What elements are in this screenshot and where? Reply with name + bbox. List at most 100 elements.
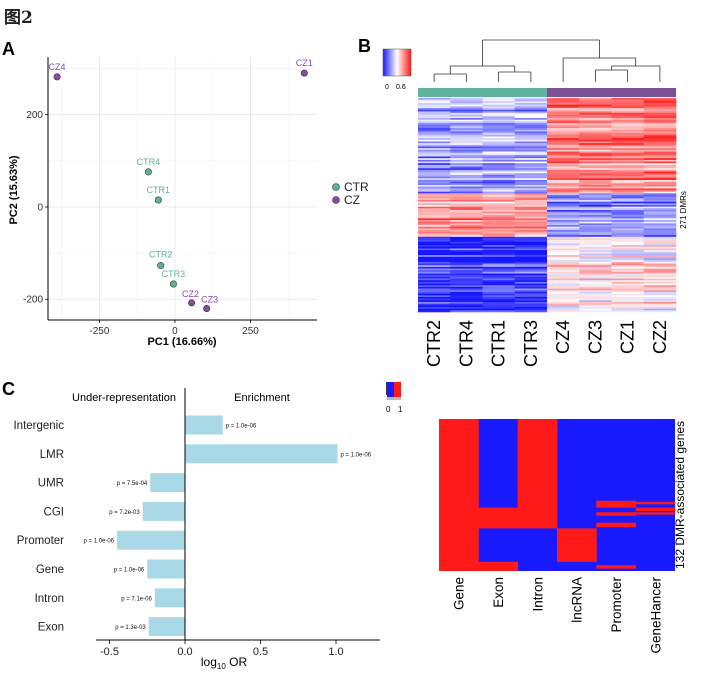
heatmap-b-cell [579, 265, 612, 268]
heatmap-b-cell [418, 151, 451, 154]
heatmap-b-col-cz4: CZ4 [553, 320, 573, 354]
heatmap-b-cell [514, 288, 548, 291]
enrichment-bar-intergenic [185, 415, 223, 435]
enrichment-pvalue: p = 1.0e-06 [114, 568, 145, 574]
heatmap-b-cell [450, 129, 483, 132]
heatmap-b-cell [643, 119, 677, 122]
heatmap-b-cell [450, 276, 483, 279]
heatmap-b-cell [611, 144, 645, 147]
heatmap-b-cell [450, 121, 483, 124]
heatmap-b-cell [579, 139, 612, 142]
heatmap-b-cell [643, 223, 677, 226]
heatmap-b-cell [579, 271, 612, 274]
heatmap-b-cell [514, 201, 548, 204]
heatmap-b-cell [547, 213, 580, 216]
heatmap-b-cell [418, 101, 451, 104]
heatmap-b-cell [418, 124, 451, 127]
heatmap-b-cell [579, 230, 612, 233]
heatmap-b-cell [547, 245, 580, 248]
heatmap-b-cell [514, 128, 548, 131]
heatmap-b-cell [418, 265, 451, 268]
heatmap-b-cell [579, 281, 612, 284]
heatmap-b-cell [418, 275, 451, 278]
heatmap-b-cell [514, 184, 548, 187]
heatmap-b-cell [579, 114, 612, 117]
heatmap-b-cell [514, 131, 548, 134]
heatmap-b-cell [643, 179, 677, 182]
heatmap-b-cell [547, 164, 580, 167]
heatmap-b-cell [579, 159, 612, 162]
heatmap-b-cell [611, 104, 645, 107]
heatmap-b-cell [450, 141, 483, 144]
heatmap-b-cell [450, 303, 483, 306]
heatmap-b-cell [482, 276, 516, 279]
heatmap-b-cell [482, 236, 516, 239]
heatmap-b-cell [643, 144, 677, 147]
legend-ctr-marker [332, 183, 340, 191]
heatmap-b-cell [643, 255, 677, 258]
heatmap-b-cell [611, 133, 645, 136]
heatmap-b-cell [514, 266, 548, 269]
heatmap-b-cell [482, 138, 516, 141]
heatmap-b-cell [547, 129, 580, 132]
heatmap-b-cell [450, 108, 483, 110]
heatmap-b-cell [579, 238, 612, 241]
heatmap-b-cell [514, 261, 548, 264]
heatmap-b-cell [514, 238, 548, 241]
heatmap-b-cell [611, 211, 645, 214]
heatmap-b-cell [611, 261, 645, 264]
heatmap-b-cell [450, 283, 483, 286]
heatmap-b-cell [579, 108, 612, 110]
heatmap-b-cell [450, 146, 483, 149]
heatmap-b-cell [611, 251, 645, 254]
heatmap-b-cell [450, 118, 483, 121]
enrichment-bar-cgi [142, 501, 185, 521]
heatmap-b-cell [418, 255, 451, 258]
heatmap-b-cell [547, 233, 580, 236]
heatmap-b-cell [418, 215, 451, 217]
heatmap-b-cell [547, 250, 580, 253]
heatmap-b-cell [514, 113, 548, 116]
heatmap-b-cell [547, 111, 580, 114]
heatmap-b-cell [514, 213, 548, 216]
heatmap-b-cell [418, 231, 451, 234]
heatmap-b-cell [579, 126, 612, 129]
heatmap-b-cell [450, 295, 483, 298]
heatmap-b-cell [643, 106, 677, 109]
heatmap-b-cell [482, 216, 516, 219]
enrichment-category-intron: Intron [35, 593, 64, 605]
heatmap-b-cell [418, 258, 451, 261]
heatmap-b-cell [547, 121, 580, 124]
heatmap-b-cell [643, 116, 677, 119]
heatmap-b-cell [450, 285, 483, 288]
heatmap-b-cell [579, 129, 612, 132]
heatmap-b-cell [547, 240, 580, 243]
heatmap-b-cell [579, 136, 612, 139]
heatmap-b-cell [547, 101, 580, 104]
heatmap-b-cell [547, 119, 580, 122]
heatmap-b-cell [611, 186, 645, 189]
heatmap-b-cell [611, 154, 645, 157]
enrichment-pvalue: p = 7.5e-04 [117, 481, 148, 487]
heatmap-b-cell [611, 201, 645, 204]
heatmap-d-cell-intron [517, 419, 558, 529]
pca-ytick-label: 200 [26, 110, 43, 121]
heatmap-b-cell [450, 256, 483, 259]
heatmap-b-cell [514, 123, 548, 126]
heatmap-b-cell [579, 149, 612, 152]
heatmap-d-scale-max: 1 [398, 405, 403, 414]
heatmap-b-cell [611, 206, 645, 209]
heatmap-b-cell [643, 213, 677, 216]
heatmap-b-cell [418, 103, 451, 105]
heatmap-b-cell [482, 151, 516, 154]
heatmap-b-cell [579, 163, 612, 166]
heatmap-b-cell [547, 153, 580, 156]
heatmap-d-cell-exon [478, 561, 519, 571]
heatmap-b-cell [418, 199, 451, 202]
heatmap-b-cell [482, 121, 516, 124]
heatmap-b-cell [579, 291, 612, 294]
heatmap-b-cell [579, 144, 612, 147]
heatmap-b-cell [611, 223, 645, 226]
heatmap-b-cell [450, 194, 483, 197]
heatmap-b-cell [450, 301, 483, 304]
